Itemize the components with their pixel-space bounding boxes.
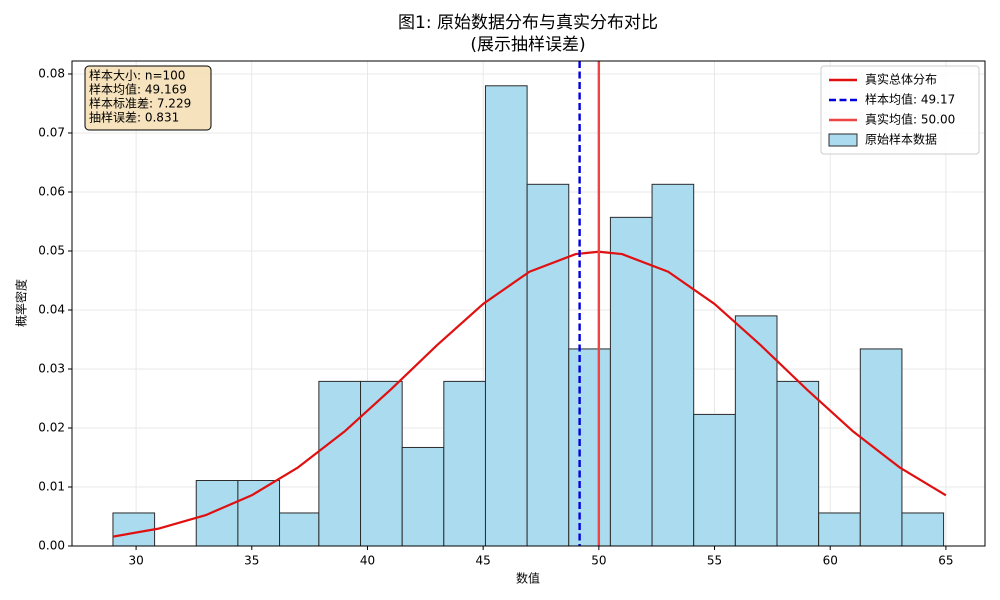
histogram-bar: [401, 446, 445, 547]
histogram-bar: [693, 413, 736, 547]
y-tick-label: 0.00: [38, 539, 65, 553]
y-axis-label: 概率密度: [14, 279, 29, 327]
histogram-bar: [818, 512, 861, 547]
histogram-bar: [279, 512, 320, 547]
x-tick-label: 65: [938, 554, 953, 568]
legend-label: 样本均值: 49.17: [865, 92, 955, 107]
legend-swatch: [828, 133, 858, 147]
legend-label: 原始样本数据: [865, 132, 937, 147]
histogram-bar: [609, 216, 653, 547]
histogram-bar: [568, 348, 611, 547]
legend-label: 真实均值: 50.00: [865, 112, 955, 127]
y-tick-label: 0.05: [38, 243, 65, 257]
histogram-bar: [318, 380, 362, 547]
stats-text: 样本均值: 49.169: [89, 82, 187, 97]
x-tick-label: 40: [360, 554, 375, 568]
y-tick-label: 0.04: [38, 302, 65, 316]
x-tick-label: 35: [244, 554, 259, 568]
plot-frame: [71, 60, 986, 547]
stats-text: 样本标准差: 7.229: [89, 96, 191, 111]
density-curve: [112, 250, 947, 538]
histogram-bar: [484, 85, 528, 547]
x-tick-label: 55: [707, 554, 722, 568]
histogram-bar: [526, 183, 570, 547]
x-tick-label: 60: [823, 554, 838, 568]
histogram-bar: [195, 480, 239, 547]
legend-label: 真实总体分布: [865, 72, 937, 87]
histogram-bar: [776, 380, 820, 547]
chart-subtitle: (展示抽样误差): [470, 35, 585, 55]
y-tick-label: 0.07: [38, 125, 65, 139]
stats-text: 样本大小: n=100: [89, 68, 185, 83]
x-tick-label: 30: [128, 554, 143, 568]
histogram-bar: [443, 380, 486, 547]
x-tick-label: 45: [476, 554, 491, 568]
histogram-bar: [651, 183, 695, 547]
y-tick-label: 0.01: [38, 479, 65, 493]
histogram-bar: [360, 380, 403, 547]
x-axis-label: 数值: [516, 571, 540, 586]
histogram-bar: [859, 348, 903, 547]
chart-title: 图1: 原始数据分布与真实分布对比: [398, 13, 658, 33]
histogram-bar: [734, 315, 778, 547]
stats-box-bg: [84, 65, 212, 131]
y-tick-label: 0.08: [38, 66, 65, 80]
x-tick-label: 50: [591, 554, 606, 568]
histogram-bar: [901, 512, 945, 547]
legend-box: [820, 65, 980, 155]
y-tick-label: 0.06: [38, 184, 65, 198]
stats-text: 抽样误差: 0.831: [89, 110, 179, 125]
y-tick-label: 0.03: [38, 361, 65, 375]
y-tick-label: 0.02: [38, 420, 65, 434]
